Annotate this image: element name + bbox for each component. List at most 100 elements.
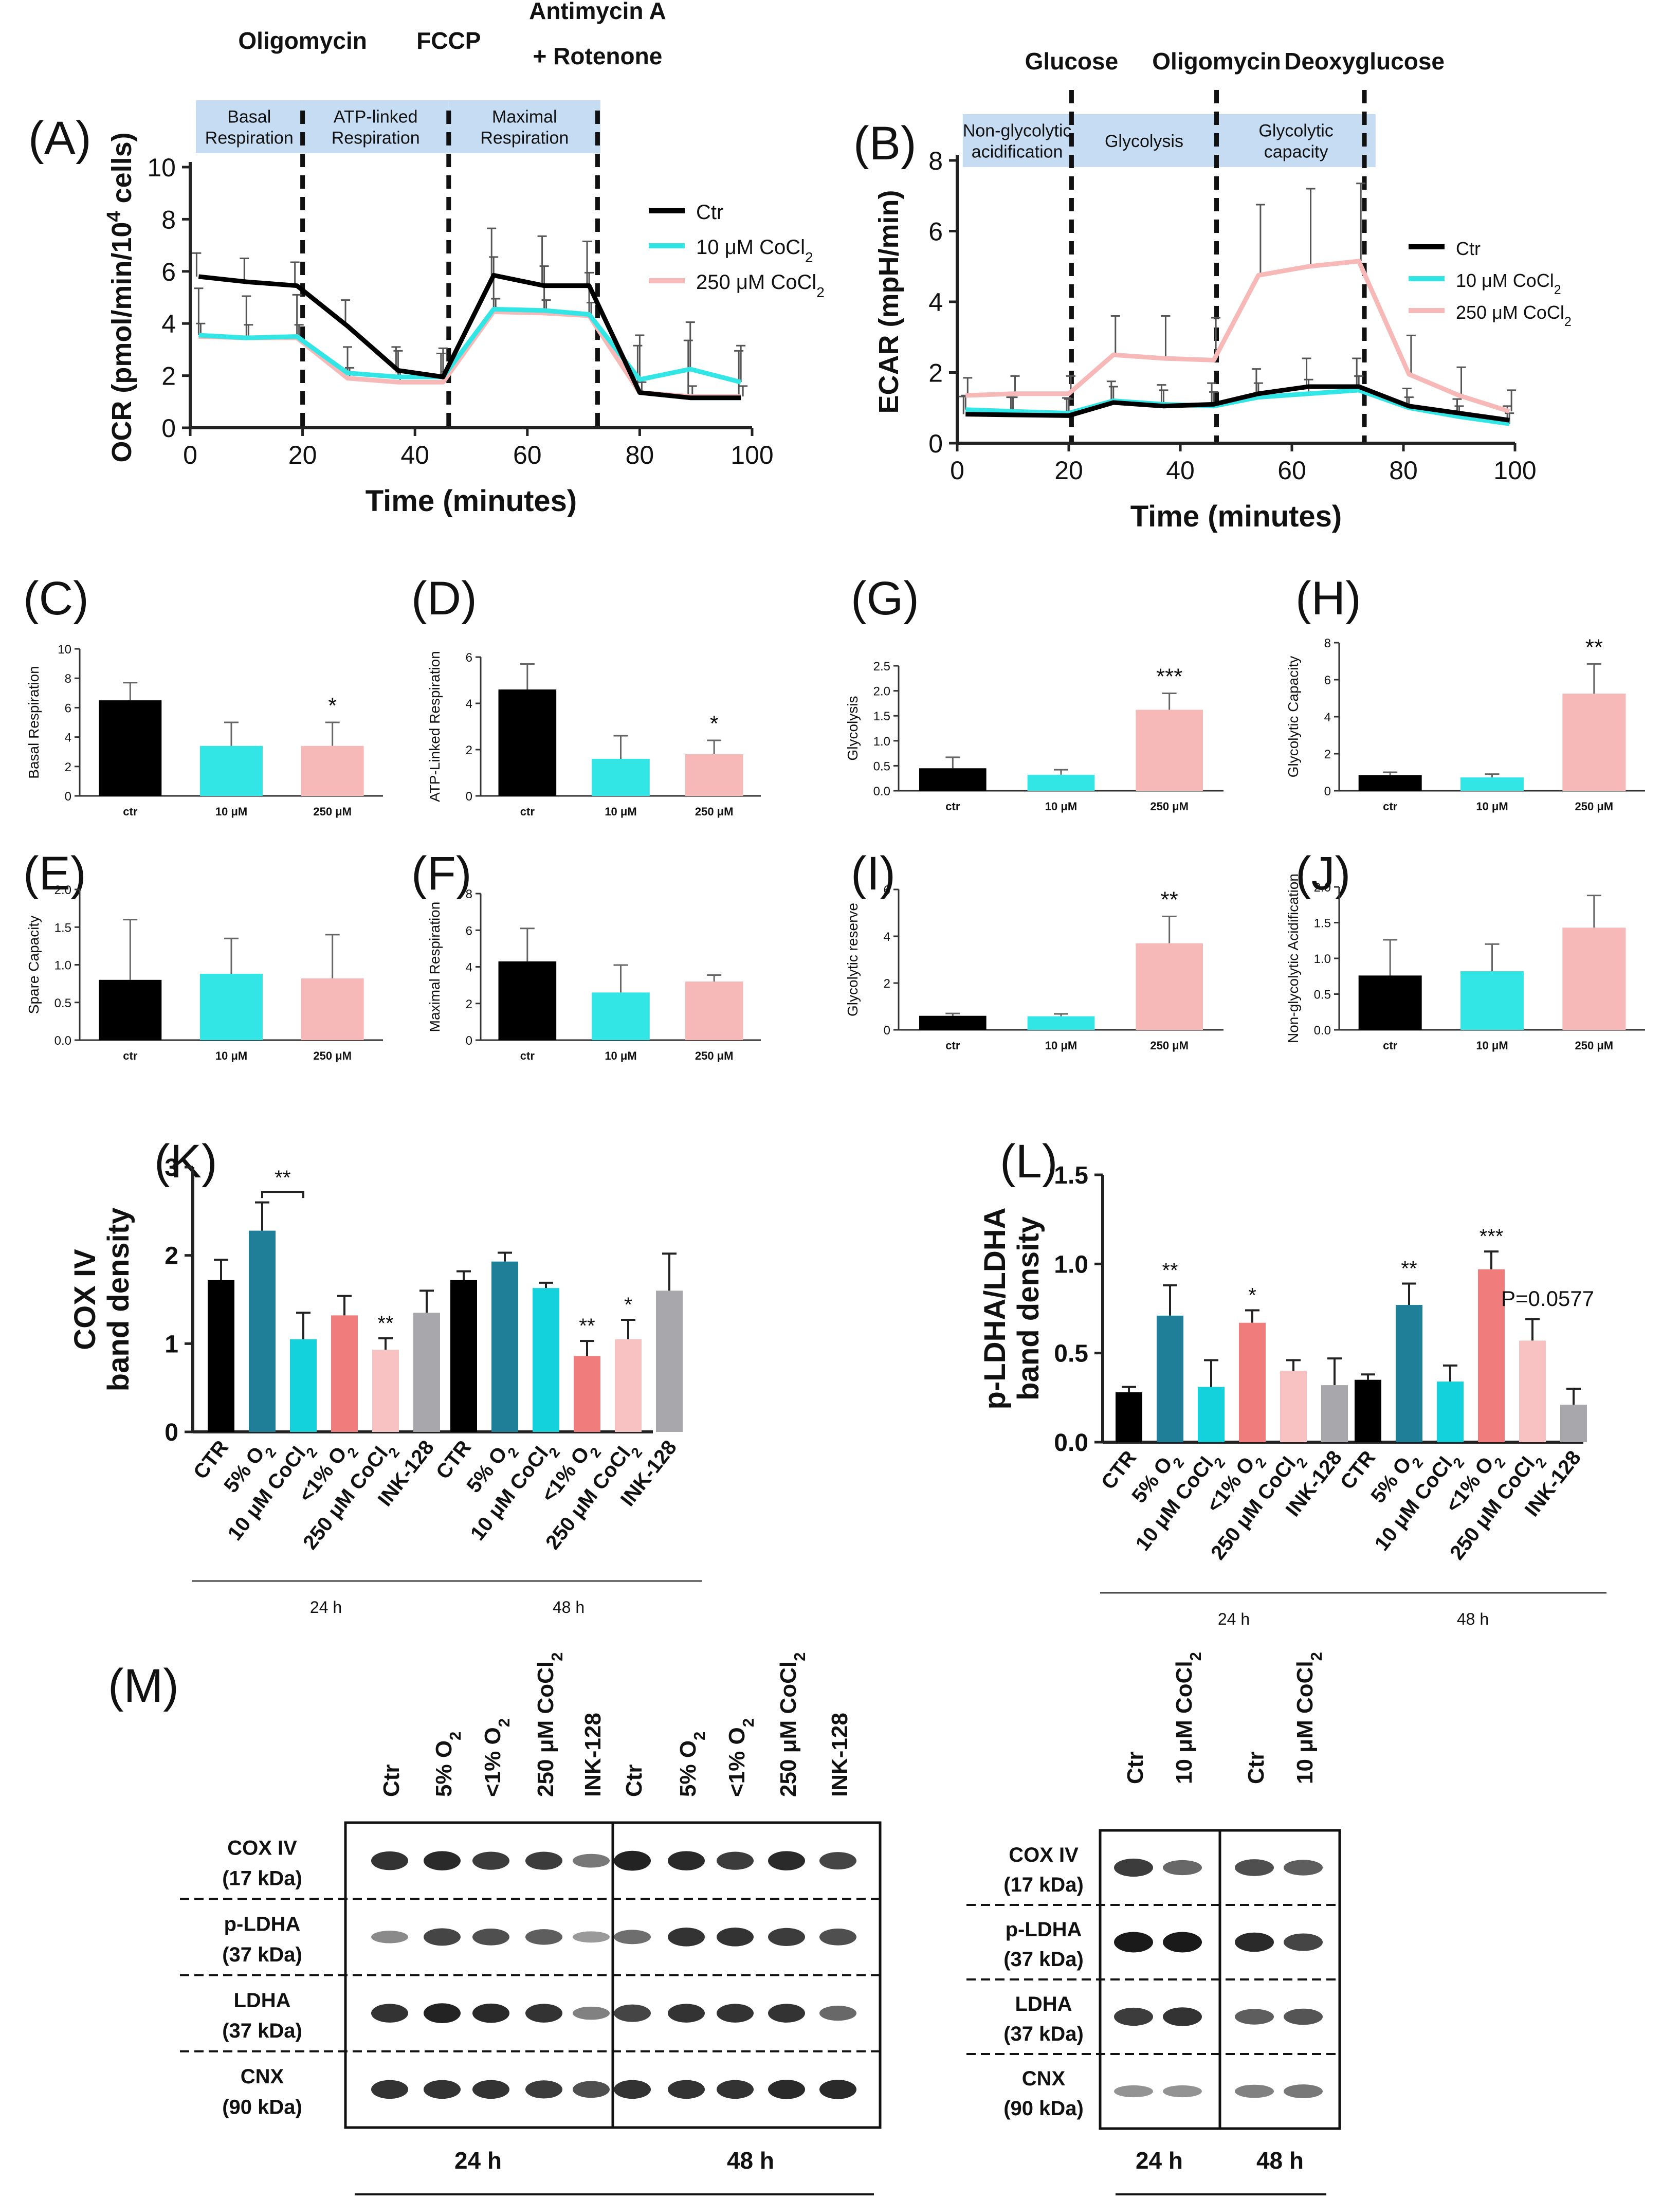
blot-band bbox=[668, 1851, 705, 1870]
significance-label: ** bbox=[1401, 1257, 1417, 1280]
x-tick-label: 0 bbox=[183, 441, 197, 469]
label-subscript: 2 bbox=[1554, 283, 1561, 297]
y-axis-title: Non-glycolytic Acidification bbox=[1285, 874, 1301, 1043]
bar bbox=[1478, 1269, 1505, 1442]
label-subscript: 2 bbox=[548, 1652, 566, 1661]
blot-band bbox=[424, 1928, 461, 1946]
time-label: 48 h bbox=[1256, 2147, 1304, 2174]
label-subscript: 2 bbox=[805, 249, 813, 265]
blot-band bbox=[819, 1852, 856, 1870]
label-main: 5% O bbox=[431, 1740, 456, 1797]
bar-chart-H: 0 2 4 6 8 ctr 10 μM 250 μM ** Glycolytic Capacity bbox=[1285, 634, 1645, 813]
x-tick-label: INK-128 bbox=[1521, 1446, 1585, 1520]
blot-band bbox=[1284, 2084, 1323, 2098]
phase-label: Non-glycolytic bbox=[963, 121, 1072, 140]
x-tick-label: 10 μM bbox=[1476, 1039, 1508, 1052]
bar-chart-G: 0.0 0.5 1.0 1.5 2.0 2.5 ctr 10 μM 250 μM *** Glyco… bbox=[845, 660, 1224, 813]
phase-label: Respiration bbox=[332, 128, 420, 148]
bar bbox=[1460, 777, 1524, 791]
annotation: P=0.0577 bbox=[1501, 1286, 1594, 1311]
label-subscript: 2 bbox=[791, 1652, 809, 1661]
series-line-co250 bbox=[965, 259, 1510, 414]
x-tick-label: 40 bbox=[1166, 456, 1195, 485]
label-main: 250 μM CoCl bbox=[696, 271, 816, 294]
row-kda-label: (37 kDa) bbox=[222, 1943, 302, 1966]
x-tick-label: 250 μM bbox=[695, 805, 734, 818]
x-tick-label: 10 μM bbox=[605, 805, 636, 818]
x-tick-label: INK-128 bbox=[616, 1436, 681, 1510]
label-subscript: 2 bbox=[690, 1732, 708, 1740]
label-main: Ctr bbox=[1456, 238, 1481, 259]
panel-label-B: (B) bbox=[853, 117, 917, 170]
y-tick-label: 0.0 bbox=[1314, 1024, 1331, 1038]
x-axis-title: Time (minutes) bbox=[366, 484, 577, 518]
row-label: p-LDHA bbox=[1006, 1918, 1082, 1941]
label-main: <1% O bbox=[480, 1727, 505, 1797]
label-subscript: 2 bbox=[1564, 315, 1572, 329]
bar bbox=[498, 961, 557, 1040]
lane-label: 250 μM CoCl2 bbox=[533, 1652, 566, 1797]
y-tick-label: 0 bbox=[165, 1419, 178, 1446]
blot-band bbox=[371, 1931, 408, 1943]
blot-band bbox=[525, 2004, 562, 2023]
phase-label: Respiration bbox=[205, 128, 294, 148]
y-tick-label: 2 bbox=[928, 359, 943, 388]
x-tick-label: 100 bbox=[1493, 456, 1536, 485]
x-tick-label: 10 μM bbox=[1045, 800, 1077, 813]
blot-band bbox=[1235, 1859, 1274, 1876]
injection-label: Antimycin A bbox=[529, 0, 666, 24]
y-tick-label: 1.5 bbox=[873, 710, 890, 723]
y-axis-title: Maximal Respiration bbox=[427, 902, 443, 1032]
significance-label: *** bbox=[1156, 664, 1182, 689]
bar bbox=[1396, 1305, 1422, 1442]
x-tick-label: ctr bbox=[945, 800, 960, 813]
bar bbox=[372, 1350, 399, 1432]
panel-label-G: (G) bbox=[851, 572, 919, 625]
y-axis-title: OCR (pmol/min/104 cells) bbox=[103, 132, 137, 462]
blot-band bbox=[472, 1851, 509, 1870]
blot-band bbox=[1114, 2085, 1153, 2098]
time-label: 24 h bbox=[1136, 2147, 1183, 2174]
label-main: Ctr bbox=[1244, 1751, 1269, 1784]
y-tick-label: 0.0 bbox=[1054, 1429, 1088, 1457]
y-tick-label: 2 bbox=[65, 760, 71, 774]
blot-band bbox=[573, 1853, 610, 1868]
y-tick-label: 1.0 bbox=[1054, 1251, 1088, 1278]
blot-band bbox=[717, 1928, 754, 1947]
x-tick-label: ctr bbox=[945, 1039, 960, 1052]
bar-chart-J: 0.0 0.5 1.0 1.5 2.0 ctr 10 μM 250 μM Non-glycoly… bbox=[1285, 874, 1645, 1052]
y-tick-label: 0.5 bbox=[54, 996, 71, 1010]
y-tick-label: 0 bbox=[161, 414, 176, 443]
bar bbox=[200, 974, 263, 1040]
y-tick-label: 4 bbox=[1324, 711, 1331, 724]
injection-label: Oligomycin bbox=[1152, 48, 1281, 75]
lane-label: 250 μM CoCl2 bbox=[776, 1652, 809, 1797]
blot-band bbox=[1235, 1932, 1274, 1952]
y-tick-label: 1.5 bbox=[1054, 1162, 1088, 1189]
series-line-co10 bbox=[198, 306, 742, 385]
legend-entry: Ctr bbox=[696, 201, 723, 224]
x-tick-label: 250 μM bbox=[695, 1049, 734, 1062]
significance-label: * bbox=[710, 711, 719, 736]
significance-label: ** bbox=[1162, 1259, 1178, 1282]
blot-band bbox=[768, 2004, 805, 2023]
panel-label-K: (K) bbox=[154, 1135, 217, 1188]
significance-label: * bbox=[624, 1294, 632, 1316]
phase-bar bbox=[448, 100, 600, 153]
bar-chart-F: 0 2 4 6 8 ctr 10 μM 250 μM Maximal Respiration bbox=[427, 887, 761, 1062]
group-label: 48 h bbox=[553, 1598, 585, 1616]
blot-band bbox=[614, 1930, 651, 1944]
panel-label-J: (J) bbox=[1295, 847, 1350, 900]
blot-band bbox=[1284, 1933, 1323, 1951]
y-tick-label: 2 bbox=[466, 743, 472, 757]
bar bbox=[208, 1280, 234, 1432]
row-label: p-LDHA bbox=[224, 1913, 301, 1936]
y-tick-label: 4 bbox=[161, 310, 176, 338]
bar bbox=[574, 1356, 600, 1432]
label-main: Ctr bbox=[622, 1764, 647, 1797]
row-label: COX IV bbox=[227, 1837, 297, 1859]
blot-band bbox=[472, 1928, 509, 1946]
x-tick-label: 250 μM bbox=[313, 1049, 352, 1062]
y-tick-label: 2.0 bbox=[873, 685, 890, 699]
